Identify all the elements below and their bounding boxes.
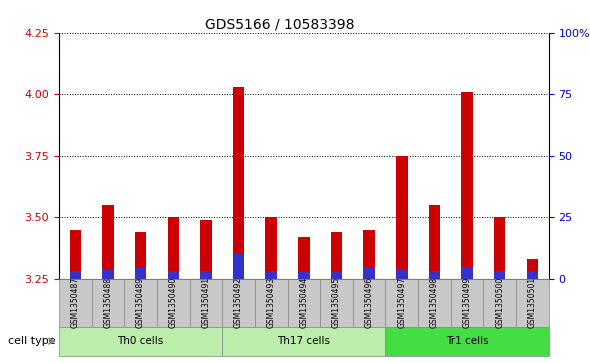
Bar xyxy=(222,279,255,326)
Text: Tr1 cells: Tr1 cells xyxy=(446,336,489,346)
Bar xyxy=(189,279,222,326)
Bar xyxy=(483,279,516,326)
Text: GSM1350490: GSM1350490 xyxy=(169,277,178,328)
Bar xyxy=(429,205,440,279)
Text: GSM1350498: GSM1350498 xyxy=(430,277,439,328)
Bar xyxy=(124,279,157,326)
Text: GSM1350492: GSM1350492 xyxy=(234,277,243,328)
Bar xyxy=(135,266,146,279)
Text: GSM1350495: GSM1350495 xyxy=(332,277,341,328)
Bar xyxy=(70,272,81,279)
Bar xyxy=(527,259,538,279)
Bar xyxy=(70,229,81,279)
Bar xyxy=(266,217,277,279)
Bar xyxy=(353,279,385,326)
Bar xyxy=(451,279,483,326)
Bar xyxy=(298,237,310,279)
Text: Th0 cells: Th0 cells xyxy=(117,336,164,346)
Bar xyxy=(222,326,385,356)
Bar xyxy=(298,272,310,279)
Bar xyxy=(331,232,342,279)
Bar xyxy=(157,279,189,326)
Bar xyxy=(331,272,342,279)
Bar xyxy=(255,279,287,326)
Text: GSM1350494: GSM1350494 xyxy=(299,277,309,328)
Bar xyxy=(320,279,353,326)
Bar xyxy=(363,229,375,279)
Bar xyxy=(429,272,440,279)
Text: GSM1350499: GSM1350499 xyxy=(463,277,471,328)
Title: GDS5166 / 10583398: GDS5166 / 10583398 xyxy=(205,17,354,32)
Bar xyxy=(461,266,473,279)
Bar xyxy=(494,217,506,279)
Bar xyxy=(91,279,124,326)
Bar xyxy=(200,220,212,279)
Bar xyxy=(385,279,418,326)
Bar xyxy=(168,272,179,279)
Bar xyxy=(396,269,408,279)
Bar xyxy=(233,254,244,279)
Text: GSM1350497: GSM1350497 xyxy=(397,277,407,328)
Text: GSM1350491: GSM1350491 xyxy=(201,277,211,328)
Text: cell type: cell type xyxy=(8,336,55,346)
Bar xyxy=(396,156,408,279)
Bar xyxy=(233,87,244,279)
Bar xyxy=(59,326,222,356)
Bar xyxy=(135,232,146,279)
Bar xyxy=(363,266,375,279)
Bar xyxy=(102,269,114,279)
Bar xyxy=(102,205,114,279)
Bar xyxy=(59,279,91,326)
Bar xyxy=(527,272,538,279)
Bar xyxy=(385,326,549,356)
Bar xyxy=(266,272,277,279)
Text: GSM1350488: GSM1350488 xyxy=(103,277,113,328)
Bar xyxy=(494,272,506,279)
Text: GSM1350501: GSM1350501 xyxy=(528,277,537,328)
Text: GSM1350500: GSM1350500 xyxy=(495,277,504,328)
Bar xyxy=(200,272,212,279)
Text: GSM1350487: GSM1350487 xyxy=(71,277,80,328)
Text: GSM1350496: GSM1350496 xyxy=(365,277,373,328)
Bar xyxy=(168,217,179,279)
Text: GSM1350493: GSM1350493 xyxy=(267,277,276,328)
Bar xyxy=(461,92,473,279)
Text: GSM1350489: GSM1350489 xyxy=(136,277,145,328)
Bar xyxy=(287,279,320,326)
Bar xyxy=(516,279,549,326)
Bar xyxy=(418,279,451,326)
Text: Th17 cells: Th17 cells xyxy=(277,336,330,346)
